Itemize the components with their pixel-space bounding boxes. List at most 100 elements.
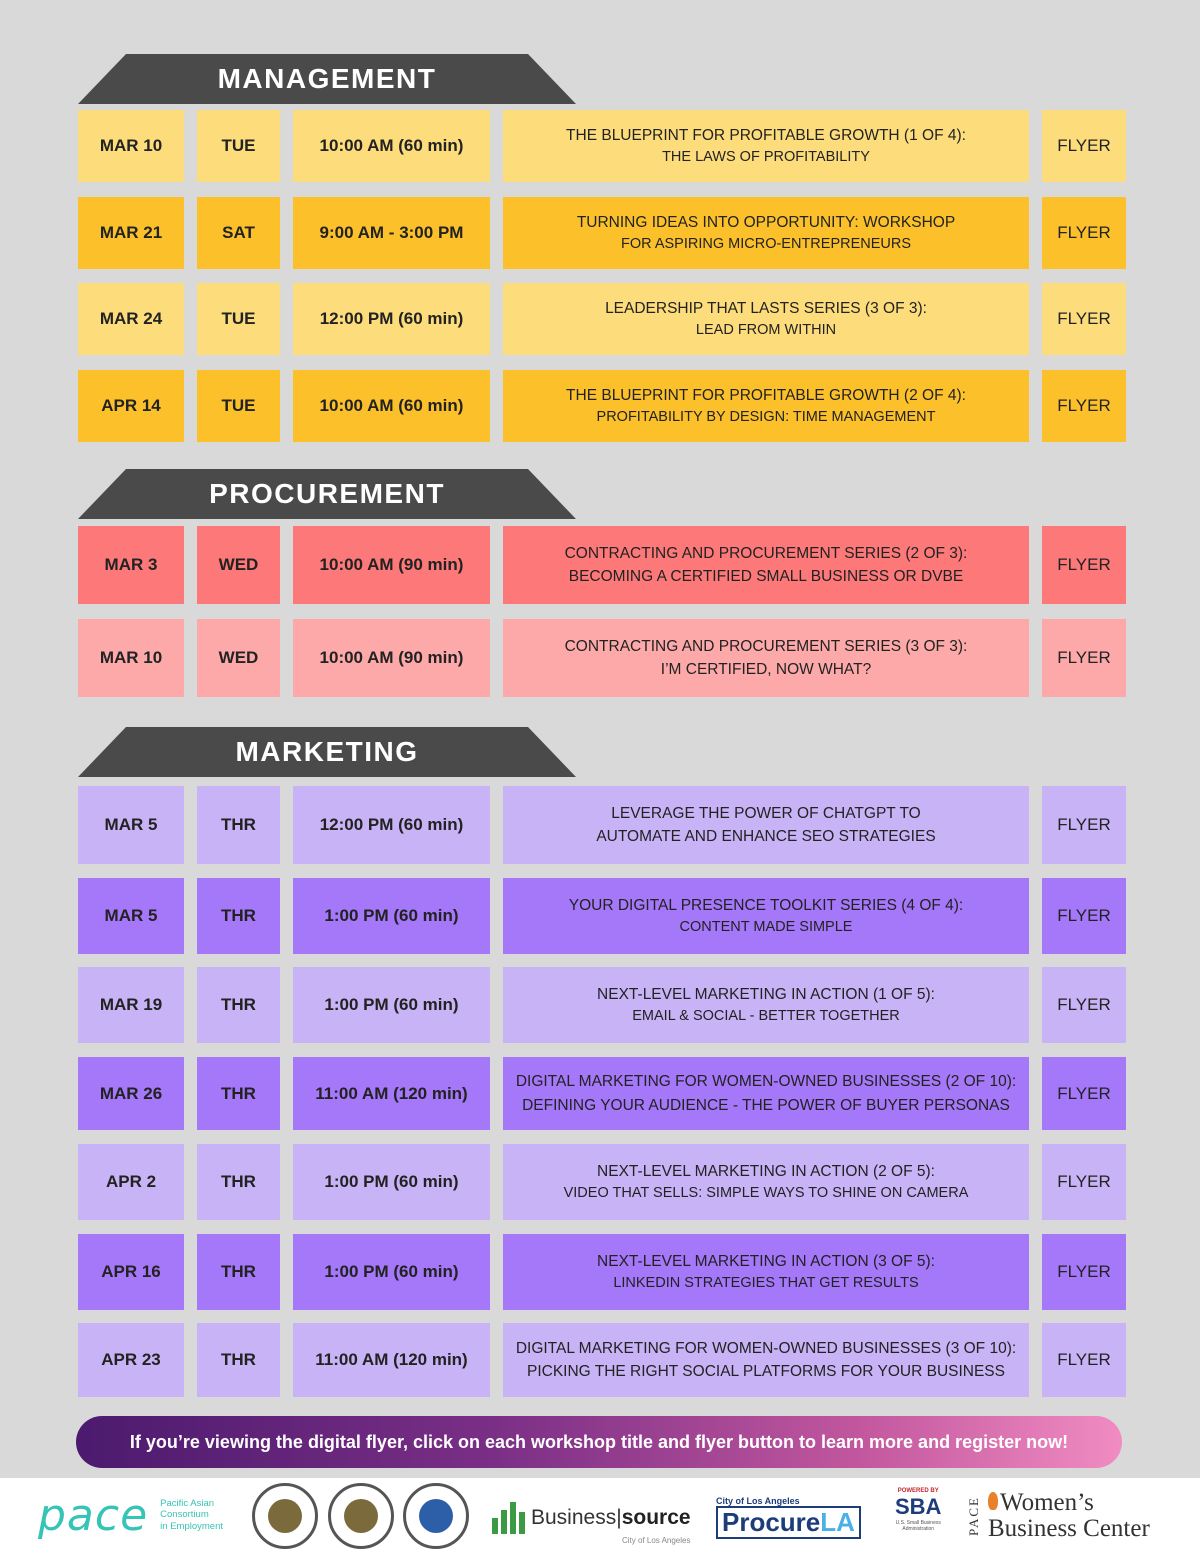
sba-wordmark: SBA: [895, 1494, 942, 1519]
workshop-title-link[interactable]: CONTRACTING AND PROCUREMENT SERIES (2 OF…: [503, 526, 1029, 604]
bar-chart-icon: [492, 1502, 525, 1534]
workshop-title-line: NEXT-LEVEL MARKETING IN ACTION (2 OF 5):: [597, 1162, 935, 1180]
flyer-button[interactable]: FLYER: [1042, 786, 1126, 864]
business-source-subtitle: City of Los Angeles: [622, 1536, 691, 1545]
flyer-button[interactable]: FLYER: [1042, 370, 1126, 442]
workshop-row: MAR 3 WED 10:00 AM (90 min) CONTRACTING AND…: [78, 526, 1126, 604]
workshop-title-line: LEADERSHIP THAT LASTS SERIES (3 OF 3):: [605, 299, 927, 317]
workshop-date: MAR 5: [78, 878, 184, 954]
workshop-title-link[interactable]: CONTRACTING AND PROCUREMENT SERIES (3 OF…: [503, 619, 1029, 697]
workshop-title-link[interactable]: NEXT-LEVEL MARKETING IN ACTION (3 OF 5):…: [503, 1234, 1029, 1310]
wbc-line: Business Center: [988, 1515, 1150, 1543]
flyer-button[interactable]: FLYER: [1042, 526, 1126, 604]
workshop-day: TUE: [197, 370, 280, 442]
pace-sub-line: in Employment: [160, 1520, 223, 1532]
section-banner-marketing: MARKETING: [78, 727, 576, 777]
workshop-time: 1:00 PM (60 min): [293, 1234, 490, 1310]
workshop-date: MAR 10: [78, 619, 184, 697]
workshop-title-link[interactable]: DIGITAL MARKETING FOR WOMEN-OWNED BUSINE…: [503, 1323, 1029, 1397]
workshop-time: 10:00 AM (60 min): [293, 110, 490, 182]
ewdd-seal-icon: [403, 1483, 469, 1549]
workshop-title-link[interactable]: LEADERSHIP THAT LASTS SERIES (3 OF 3): LE…: [503, 283, 1029, 355]
wbc-wordmark: Women’s Business Center: [988, 1489, 1150, 1543]
flame-icon: [988, 1492, 998, 1510]
business-word: Business: [531, 1506, 617, 1529]
workshop-title-line: AUTOMATE AND ENHANCE SEO STRATEGIES: [596, 828, 936, 845]
flyer-button[interactable]: FLYER: [1042, 967, 1126, 1043]
procure-word: Procure: [722, 1507, 821, 1537]
workshop-day: THR: [197, 1323, 280, 1397]
city-seal-1-icon: [252, 1483, 318, 1549]
workshop-title-link[interactable]: YOUR DIGITAL PRESENCE TOOLKIT SERIES (4 …: [503, 878, 1029, 954]
workshop-title-link[interactable]: NEXT-LEVEL MARKETING IN ACTION (1 OF 5):…: [503, 967, 1029, 1043]
workshop-time: 12:00 PM (60 min): [293, 283, 490, 355]
workshop-title-link[interactable]: NEXT-LEVEL MARKETING IN ACTION (2 OF 5):…: [503, 1144, 1029, 1220]
workshop-title-link[interactable]: TURNING IDEAS INTO OPPORTUNITY: WORKSHOP…: [503, 197, 1029, 269]
pace-subtitle: Pacific Asian Consortium in Employment: [160, 1498, 223, 1532]
workshop-title-line: CONTENT MADE SIMPLE: [679, 918, 853, 935]
section-banner-management: MANAGEMENT: [78, 54, 576, 104]
workshop-title-line: TURNING IDEAS INTO OPPORTUNITY: WORKSHOP: [576, 213, 956, 231]
workshop-row: MAR 21 SAT 9:00 AM - 3:00 PM TURNING IDEAS …: [78, 197, 1126, 269]
workshop-day: WED: [197, 619, 280, 697]
flyer-button[interactable]: FLYER: [1042, 878, 1126, 954]
source-word: source: [621, 1506, 691, 1529]
section-title: MANAGEMENT: [217, 63, 437, 94]
workshop-date: APR 14: [78, 370, 184, 442]
footer-note-text: If you’re viewing the digital flyer, cli…: [129, 1431, 1069, 1452]
flyer-button[interactable]: FLYER: [1042, 1234, 1126, 1310]
section-title: MARKETING: [235, 736, 419, 767]
workshop-day: THR: [197, 1057, 280, 1130]
workshop-row: MAR 24 TUE 12:00 PM (60 min) LEADERSHIP THA…: [78, 283, 1126, 355]
flyer-button[interactable]: FLYER: [1042, 197, 1126, 269]
workshop-title-line: DIGITAL MARKETING FOR WOMEN-OWNED BUSINE…: [515, 1073, 1017, 1091]
wbc-pace-vertical: PACE: [966, 1496, 981, 1537]
workshop-date: MAR 3: [78, 526, 184, 604]
workshop-row: APR 2 THR 1:00 PM (60 min) NEXT-LEVEL MARKE…: [78, 1144, 1126, 1220]
wbc-line: Women’s: [1000, 1489, 1094, 1516]
workshop-title-line: THE LAWS OF PROFITABILITY: [662, 148, 870, 165]
workshop-time: 10:00 AM (90 min): [293, 619, 490, 697]
workshop-day: THR: [197, 967, 280, 1043]
procure-la-top: City of Los Angeles: [716, 1496, 800, 1506]
business-source-wordmark: Business|source: [531, 1506, 691, 1529]
workshop-title-line: NEXT-LEVEL MARKETING IN ACTION (1 OF 5):: [597, 985, 935, 1003]
pace-logo: pace Pacific Asian Consortium in Employm…: [38, 1490, 223, 1541]
workshop-title-line: LEAD FROM WITHIN: [695, 321, 837, 338]
workshop-title-line: THE BLUEPRINT FOR PROFITABLE GROWTH (1 O…: [566, 126, 966, 144]
workshop-title-link[interactable]: DIGITAL MARKETING FOR WOMEN-OWNED BUSINE…: [503, 1057, 1029, 1130]
workshop-title-line: THE BLUEPRINT FOR PROFITABLE GROWTH (2 O…: [566, 386, 966, 404]
city-seal-2-icon: [328, 1483, 394, 1549]
workshop-title-line: I’M CERTIFIED, NOW WHAT?: [660, 661, 872, 678]
workshop-date: APR 16: [78, 1234, 184, 1310]
pace-sub-line: Consortium: [160, 1509, 209, 1521]
workshop-day: THR: [197, 1144, 280, 1220]
flyer-button[interactable]: FLYER: [1042, 1323, 1126, 1397]
workshop-title-line: BECOMING A CERTIFIED SMALL BUSINESS OR D…: [568, 568, 964, 585]
section-title: PROCUREMENT: [209, 478, 445, 509]
workshop-title-line: LEVERAGE THE POWER OF CHATGPT TO: [611, 804, 921, 822]
workshop-title-line: EMAIL & SOCIAL - BETTER TOGETHER: [632, 1007, 900, 1024]
workshop-day: THR: [197, 1234, 280, 1310]
pace-sub-line: Pacific Asian: [160, 1497, 215, 1509]
flyer-button[interactable]: FLYER: [1042, 283, 1126, 355]
workshop-title-link[interactable]: LEVERAGE THE POWER OF CHATGPT TO AUTOMATE…: [503, 786, 1029, 864]
workshop-title-line: FOR ASPIRING MICRO-ENTREPRENEURS: [620, 235, 912, 252]
flyer-button[interactable]: FLYER: [1042, 1144, 1126, 1220]
workshop-day: TUE: [197, 110, 280, 182]
workshop-title-line: CONTRACTING AND PROCUREMENT SERIES (3 OF…: [564, 637, 968, 655]
workshop-title-link[interactable]: THE BLUEPRINT FOR PROFITABLE GROWTH (1 O…: [503, 110, 1029, 182]
workshop-time: 10:00 AM (90 min): [293, 526, 490, 604]
procure-la-wordmark: ProcureLA: [716, 1506, 861, 1539]
flyer-button[interactable]: FLYER: [1042, 110, 1126, 182]
workshop-row: MAR 5 THR 1:00 PM (60 min) YOUR DIGITAL PRE…: [78, 878, 1126, 954]
flyer-button[interactable]: FLYER: [1042, 1057, 1126, 1130]
workshop-title-line: DIGITAL MARKETING FOR WOMEN-OWNED BUSINE…: [515, 1339, 1017, 1357]
workshop-title-link[interactable]: THE BLUEPRINT FOR PROFITABLE GROWTH (2 O…: [503, 370, 1029, 442]
workshop-day: THR: [197, 878, 280, 954]
workshop-title-line: PICKING THE RIGHT SOCIAL PLATFORMS FOR Y…: [526, 1363, 1005, 1380]
flyer-button[interactable]: FLYER: [1042, 619, 1126, 697]
workshop-title-line: CONTRACTING AND PROCUREMENT SERIES (2 OF…: [564, 544, 968, 562]
workshop-title-line: VIDEO THAT SELLS: SIMPLE WAYS TO SHINE O…: [563, 1184, 969, 1201]
workshop-time: 1:00 PM (60 min): [293, 1144, 490, 1220]
